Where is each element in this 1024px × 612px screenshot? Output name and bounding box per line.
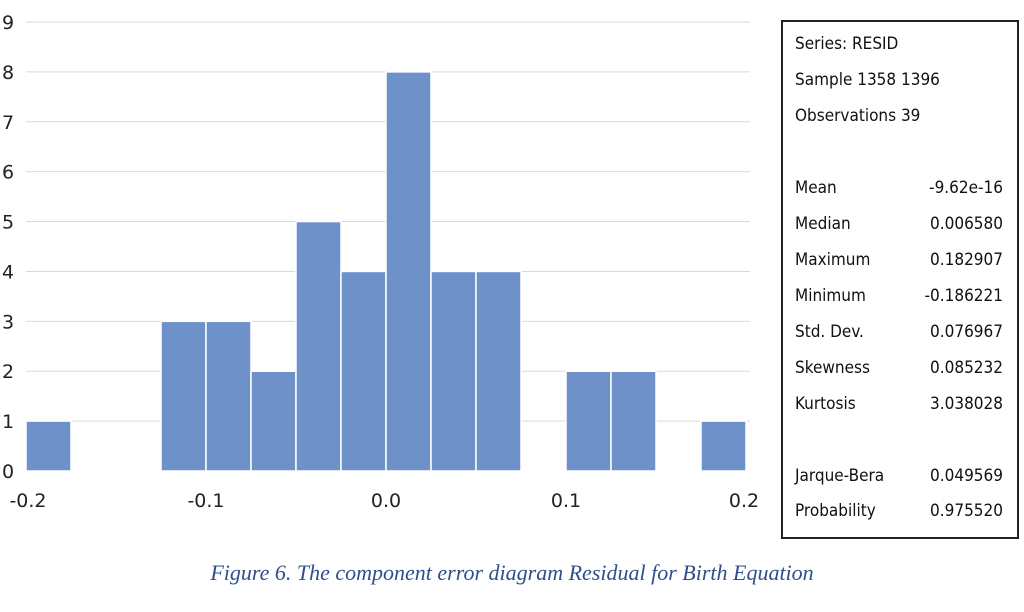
stat-label: Std. Dev.: [795, 322, 864, 342]
histogram-bar: [475, 270, 522, 472]
stat-row-maximum: Maximum 0.182907: [795, 250, 1003, 274]
x-tick-label: -0.2: [9, 490, 46, 512]
x-tick-label: 0.1: [551, 490, 581, 512]
stat-row-probability: Probability 0.975520: [795, 501, 1003, 525]
y-tick-labels: 0 1 2 3 4 5 6 7 8 9: [2, 12, 14, 483]
x-tick-label: 0.2: [729, 490, 759, 512]
figure-caption: Figure 6. The component error diagram Re…: [210, 560, 814, 585]
stat-label: Maximum: [795, 250, 871, 270]
histogram-bar: [250, 370, 297, 472]
stat-label: Skewness: [795, 358, 870, 378]
stat-row-std-dev: Std. Dev. 0.076967: [795, 322, 1003, 346]
stat-value: 0.975520: [930, 501, 1003, 521]
stat-row-minimum: Minimum -0.186221: [795, 286, 1003, 310]
y-tick-label: 6: [2, 162, 14, 184]
y-tick-label: 1: [2, 411, 14, 433]
stat-label: Probability: [795, 501, 876, 521]
histogram-bar: [385, 71, 432, 472]
stat-row-median: Median 0.006580: [795, 214, 1003, 238]
x-tick-label: 0.0: [371, 490, 401, 512]
series-name: Series: RESID: [795, 34, 899, 54]
stat-value: 0.076967: [930, 322, 1003, 342]
y-tick-label: 7: [2, 112, 14, 134]
stat-label: Median: [795, 214, 851, 234]
y-tick-label: 2: [2, 361, 14, 383]
histogram-bar: [160, 320, 207, 472]
x-tick-labels: -0.2 -0.1 0.0 0.1 0.2: [9, 490, 759, 512]
stat-label: Minimum: [795, 286, 866, 306]
statistics-panel: Series: RESID Sample 1358 1396 Observati…: [781, 20, 1019, 539]
y-tick-label: 4: [2, 261, 14, 283]
stat-label: Jarque-Bera: [795, 466, 885, 486]
histogram-bar: [430, 270, 477, 472]
y-tick-label: 8: [2, 62, 14, 84]
y-tick-label: 0: [2, 461, 14, 483]
stat-label: Mean: [795, 178, 837, 198]
y-tick-label: 3: [2, 311, 14, 333]
stat-value: -0.186221: [924, 286, 1003, 306]
histogram-bar: [25, 420, 72, 472]
histogram-bar: [295, 220, 342, 472]
histogram-chart: 0 1 2 3 4 5 6 7 8 9 -0.2 -0.1 0.0 0.1 0.2: [2, 12, 759, 512]
histogram-bar: [205, 320, 252, 472]
stat-row-mean: Mean -9.62e-16: [795, 178, 1003, 202]
y-tick-label: 5: [2, 212, 14, 234]
histogram-bar: [610, 370, 657, 472]
histogram-bars: [25, 71, 747, 472]
histogram-bar: [565, 370, 612, 472]
stat-value: 0.182907: [930, 250, 1003, 270]
stat-value: 0.006580: [930, 214, 1003, 234]
stat-value: 0.085232: [930, 358, 1003, 378]
histogram-bar: [700, 420, 747, 472]
observation-count: Observations 39: [795, 106, 921, 126]
y-tick-label: 9: [2, 12, 14, 34]
stat-row-skewness: Skewness 0.085232: [795, 358, 1003, 382]
stat-value: -9.62e-16: [929, 178, 1003, 198]
x-tick-label: -0.1: [187, 490, 224, 512]
stat-row-kurtosis: Kurtosis 3.038028: [795, 394, 1003, 418]
stat-value: 3.038028: [930, 394, 1003, 414]
sample-range: Sample 1358 1396: [795, 70, 940, 90]
stat-value: 0.049569: [930, 466, 1003, 486]
stat-row-jarque-bera: Jarque-Bera 0.049569: [795, 466, 1003, 490]
histogram-bar: [340, 270, 387, 472]
stat-label: Kurtosis: [795, 394, 856, 414]
